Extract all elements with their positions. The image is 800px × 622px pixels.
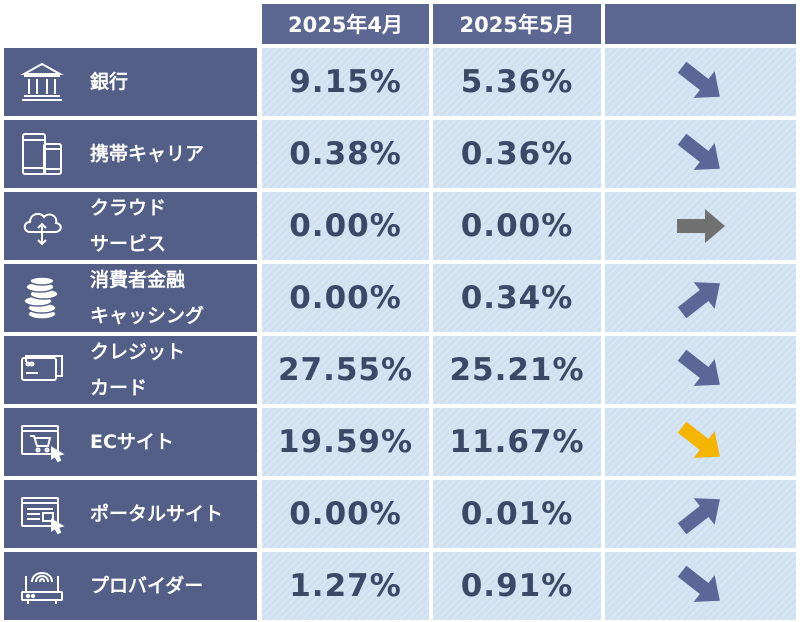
may-value: 0.36% [433,120,601,188]
category-cell: ECサイト [4,408,257,476]
april-value: 0.00% [262,480,429,548]
april-value: 19.59% [262,408,429,476]
router-icon [18,562,66,610]
trend-cell [605,48,796,116]
trend-cell [605,264,796,332]
coins-icon [18,274,66,322]
april-value: 0.38% [262,120,429,188]
portal-site-icon [18,490,66,538]
category-cell: クラウド サービス [4,192,257,260]
may-value: 0.01% [433,480,601,548]
column-header-may: 2025年5月 [433,4,601,44]
may-value: 0.91% [433,552,601,620]
ec-site-icon [18,418,66,466]
category-label-line: サービス [90,233,167,255]
category-label-line: ECサイト [90,431,174,453]
category-cell: 消費者金融キャッシング [4,264,257,332]
category-label-line: キャッシング [90,305,205,327]
may-value: 0.34% [433,264,601,332]
may-value: 25.21% [433,336,601,404]
trend-cell [605,552,796,620]
category-label-line: ポータルサイト [90,503,224,525]
category-cell: プロバイダー [4,552,257,620]
category-cell: クレジット カード [4,336,257,404]
category-label-line: クラウド [90,197,167,219]
trend-cell [605,408,796,476]
category-label-line: 消費者金融 [90,269,186,291]
may-value: 5.36% [433,48,601,116]
trend-cell [605,480,796,548]
category-label: ECサイト [90,408,174,476]
trend-cell [605,120,796,188]
category-label-line: 携帯キャリア [90,143,205,165]
category-label: プロバイダー [90,552,203,620]
category-label: 携帯キャリア [90,120,204,188]
column-header-trend [605,4,796,44]
category-label-line: カード [90,377,148,399]
april-value: 27.55% [262,336,429,404]
mobile-carrier-icon [18,130,66,178]
category-label: 消費者金融キャッシング [90,264,204,332]
credit-card-icon [18,346,66,394]
category-label: 銀行 [90,48,128,116]
category-label-line: クレジット [90,341,186,363]
april-value: 0.00% [262,264,429,332]
category-cell: ポータルサイト [4,480,257,548]
may-value: 0.00% [433,192,601,260]
april-value: 1.27% [262,552,429,620]
category-label-line: プロバイダー [90,575,204,597]
april-value: 9.15% [262,48,429,116]
category-label: ポータルサイト [90,480,223,548]
trend-cell [605,192,796,260]
category-label: クレジット カード [90,336,185,404]
cloud-service-icon [18,202,66,250]
category-label-line: 銀行 [90,71,129,93]
bank-icon [18,58,66,106]
category-cell: 携帯キャリア [4,120,257,188]
column-header-april: 2025年4月 [262,4,429,44]
april-value: 0.00% [262,192,429,260]
category-cell: 銀行 [4,48,257,116]
may-value: 11.67% [433,408,601,476]
trend-cell [605,336,796,404]
category-label: クラウド サービス [90,192,166,260]
